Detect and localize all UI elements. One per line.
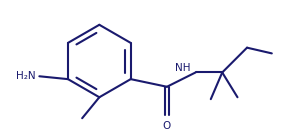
Text: H₂N: H₂N (16, 71, 36, 81)
Text: NH: NH (176, 63, 191, 73)
Text: O: O (163, 121, 171, 131)
